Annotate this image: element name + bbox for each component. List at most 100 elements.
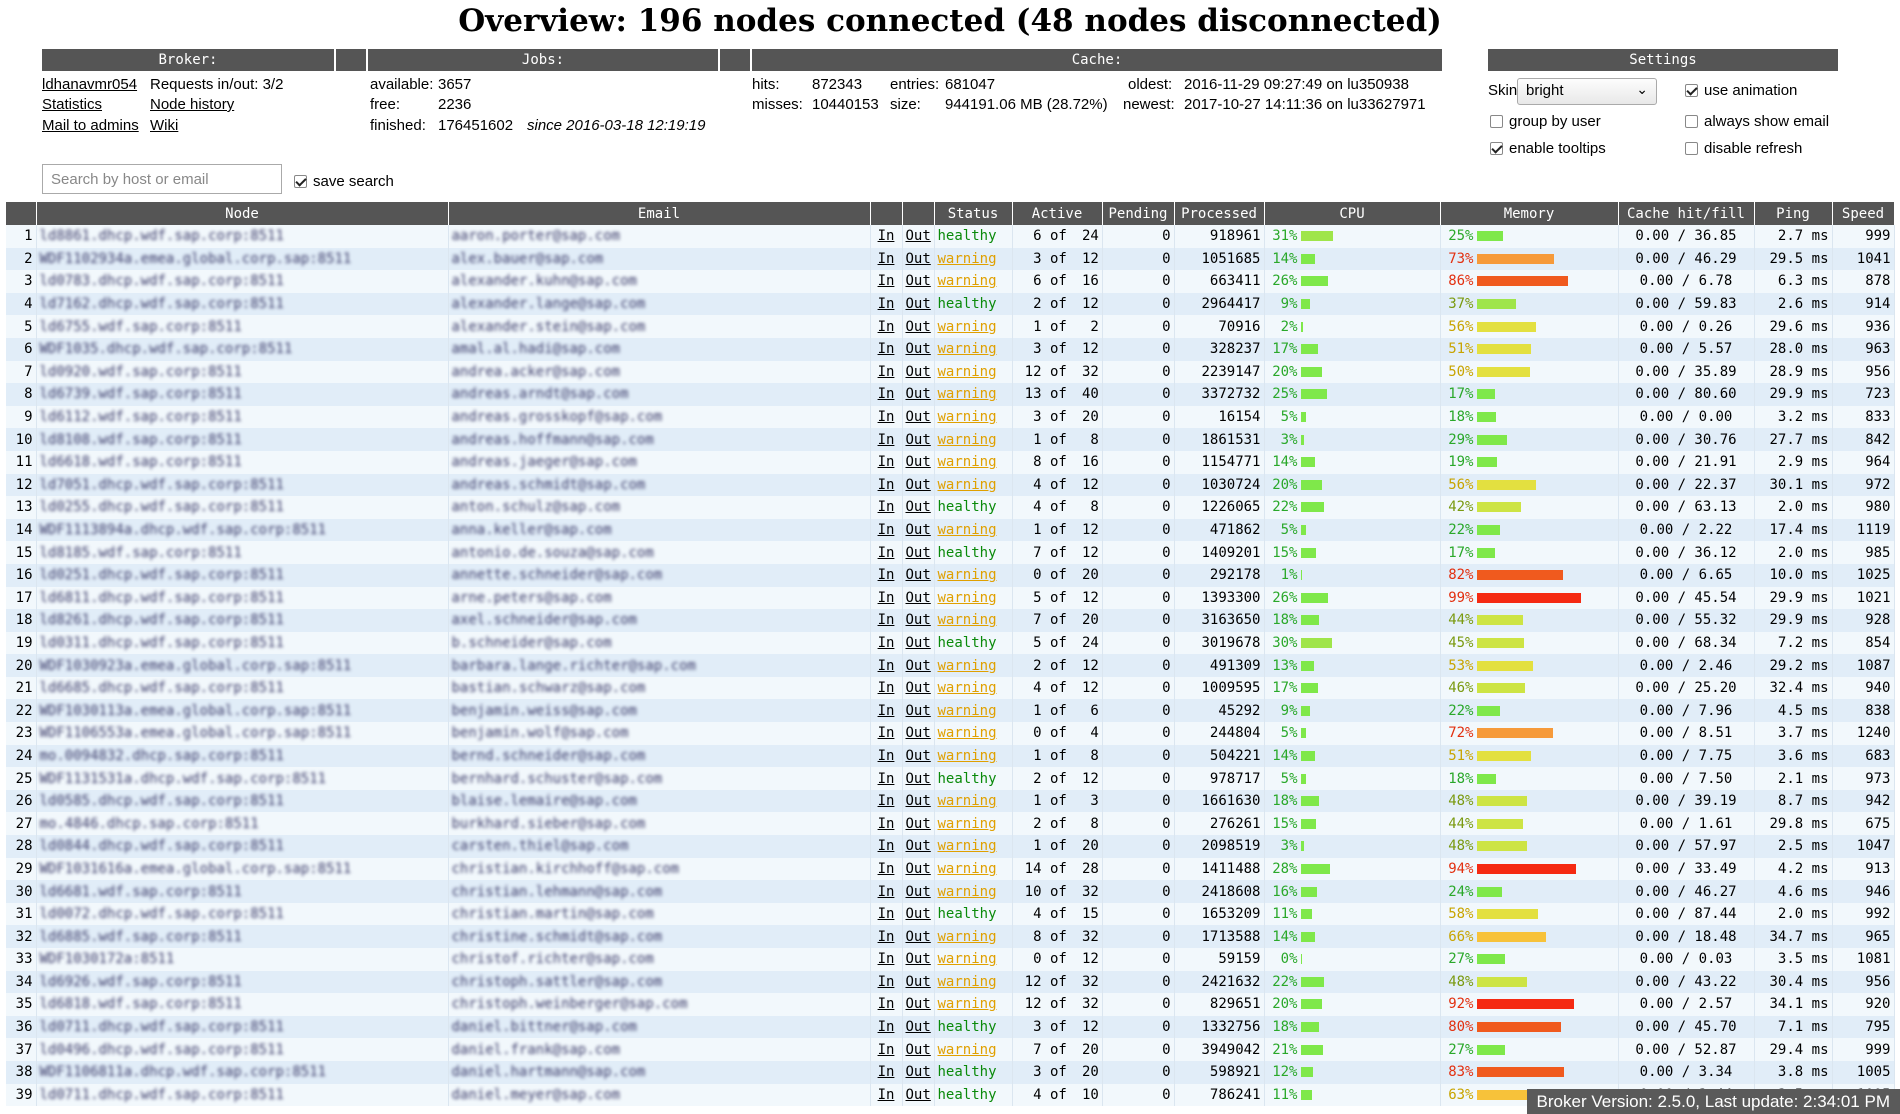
speed-column-header[interactable]: Speed — [1832, 202, 1895, 225]
in-cell[interactable]: In — [870, 993, 903, 1016]
out-link[interactable]: Out — [905, 1086, 931, 1103]
out-cell[interactable]: Out — [902, 383, 935, 406]
node-cell[interactable]: WDF1031616a.emea.global.corp.sap:8511 — [36, 857, 449, 881]
node-cell[interactable]: WDF1030113a.emea.global.corp.sap:8511 — [36, 699, 449, 723]
email-column-header[interactable]: Email — [448, 202, 871, 225]
node-host[interactable]: WDF1131531a.dhcp.wdf.sap.corp:8511 — [39, 770, 327, 787]
out-link[interactable]: Out — [905, 250, 931, 267]
status-cell[interactable]: warning — [934, 270, 1013, 293]
out-link[interactable]: Out — [905, 1064, 931, 1081]
node-email[interactable]: alexander.stein@sap.com — [451, 318, 646, 335]
node-cell[interactable]: ld6885.wdf.sap.corp:8511 — [36, 925, 449, 948]
node-email[interactable]: christof.richter@sap.com — [451, 951, 654, 968]
out-cell[interactable]: Out — [902, 857, 935, 881]
node-host[interactable]: ld0920.wdf.sap.corp:8511 — [39, 363, 242, 380]
in-cell[interactable]: In — [870, 541, 903, 564]
cache-column-header[interactable]: Cache hit/fill — [1618, 202, 1755, 225]
node-email[interactable]: arne.peters@sap.com — [451, 589, 612, 606]
email-cell[interactable]: christof.richter@sap.com — [448, 948, 871, 971]
status-cell[interactable]: warning — [934, 812, 1013, 836]
node-host[interactable]: ld6618.wdf.sap.corp:8511 — [39, 454, 242, 471]
node-email[interactable]: bernd.schneider@sap.com — [451, 747, 646, 764]
in-link[interactable]: In — [877, 409, 895, 426]
out-cell[interactable]: Out — [902, 518, 935, 542]
status-badge[interactable]: healthy — [937, 634, 997, 651]
status-cell[interactable]: warning — [934, 654, 1013, 677]
in-cell[interactable]: In — [870, 1015, 903, 1039]
node-host[interactable]: WDF1102934a.emea.global.corp.sap:8511 — [39, 250, 352, 267]
status-badge[interactable]: healthy — [937, 770, 997, 787]
node-host[interactable]: ld8185.wdf.sap.corp:8511 — [39, 544, 242, 561]
in-link[interactable]: In — [877, 996, 895, 1013]
in-cell[interactable]: In — [870, 428, 903, 451]
out-link[interactable]: Out — [905, 544, 931, 561]
status-badge[interactable]: warning — [937, 702, 997, 719]
status-cell[interactable]: warning — [934, 337, 1013, 361]
status-cell[interactable]: warning — [934, 835, 1013, 858]
in-cell[interactable]: In — [870, 722, 903, 745]
in-link[interactable]: In — [877, 1019, 895, 1036]
node-host[interactable]: mo.4846.dhcp.sap.corp:8511 — [39, 815, 259, 832]
out-cell[interactable]: Out — [902, 247, 935, 271]
node-cell[interactable]: mo.4846.dhcp.sap.corp:8511 — [36, 812, 449, 836]
node-cell[interactable]: ld7051.dhcp.wdf.sap.corp:8511 — [36, 473, 449, 497]
status-cell[interactable]: warning — [934, 609, 1013, 632]
node-email[interactable]: benjamin.weiss@sap.com — [451, 702, 637, 719]
out-cell[interactable]: Out — [902, 993, 935, 1016]
in-cell[interactable]: In — [870, 563, 903, 587]
status-cell[interactable]: warning — [934, 518, 1013, 542]
node-host[interactable]: ld0072.dhcp.wdf.sap.corp:8511 — [39, 906, 284, 923]
node-host[interactable]: ld6681.wdf.sap.corp:8511 — [39, 883, 242, 900]
node-cell[interactable]: ld0711.dhcp.wdf.sap.corp:8511 — [36, 1083, 449, 1107]
email-cell[interactable]: blaise.lemaire@sap.com — [448, 789, 871, 813]
in-cell[interactable]: In — [870, 405, 903, 429]
in-link[interactable]: In — [877, 476, 895, 493]
email-cell[interactable]: benjamin.weiss@sap.com — [448, 699, 871, 723]
node-cell[interactable]: ld6685.dhcp.wdf.sap.corp:8511 — [36, 676, 449, 700]
out-cell[interactable]: Out — [902, 270, 935, 293]
in-link[interactable]: In — [877, 951, 895, 968]
out-cell[interactable]: Out — [902, 744, 935, 768]
out-link[interactable]: Out — [905, 318, 931, 335]
status-cell[interactable]: healthy — [934, 1015, 1013, 1039]
node-cell[interactable]: ld6112.wdf.sap.corp:8511 — [36, 405, 449, 429]
status-cell[interactable]: healthy — [934, 767, 1013, 790]
node-email[interactable]: aaron.porter@sap.com — [451, 228, 621, 245]
node-cell[interactable]: WDF1131531a.dhcp.wdf.sap.corp:8511 — [36, 767, 449, 790]
status-badge[interactable]: healthy — [937, 296, 997, 313]
out-link[interactable]: Out — [905, 1019, 931, 1036]
out-link[interactable]: Out — [905, 883, 931, 900]
node-email[interactable]: alexander.lange@sap.com — [451, 296, 646, 313]
in-cell[interactable]: In — [870, 1083, 903, 1107]
out-cell[interactable]: Out — [902, 292, 935, 316]
node-email[interactable]: christian.kirchhoff@sap.com — [451, 860, 680, 877]
in-cell[interactable]: In — [870, 789, 903, 813]
in-link[interactable]: In — [877, 702, 895, 719]
node-email[interactable]: anna.keller@sap.com — [451, 522, 612, 539]
out-cell[interactable]: Out — [902, 1038, 935, 1061]
node-email[interactable]: andreas.arndt@sap.com — [451, 386, 629, 403]
node-email[interactable]: christoph.sattler@sap.com — [451, 973, 663, 990]
in-cell[interactable]: In — [870, 473, 903, 497]
node-host[interactable]: ld6685.dhcp.wdf.sap.corp:8511 — [39, 680, 284, 697]
in-cell[interactable]: In — [870, 835, 903, 858]
node-host[interactable]: ld6811.dhcp.wdf.sap.corp:8511 — [39, 589, 284, 606]
in-link[interactable]: In — [877, 386, 895, 403]
email-cell[interactable]: alexander.stein@sap.com — [448, 315, 871, 338]
status-cell[interactable]: warning — [934, 789, 1013, 813]
out-link[interactable]: Out — [905, 702, 931, 719]
email-cell[interactable]: antonio.de.souza@sap.com — [448, 541, 871, 564]
in-cell[interactable]: In — [870, 699, 903, 723]
status-cell[interactable]: warning — [934, 744, 1013, 768]
status-cell[interactable]: warning — [934, 925, 1013, 948]
out-cell[interactable]: Out — [902, 541, 935, 564]
out-cell[interactable]: Out — [902, 315, 935, 338]
out-link[interactable]: Out — [905, 906, 931, 923]
email-cell[interactable]: bernhard.schuster@sap.com — [448, 767, 871, 790]
out-cell[interactable]: Out — [902, 676, 935, 700]
group-by-user-checkbox[interactable]: group by user — [1490, 113, 1601, 130]
in-cell[interactable]: In — [870, 247, 903, 271]
in-link[interactable]: In — [877, 1086, 895, 1103]
out-cell[interactable]: Out — [902, 1060, 935, 1084]
in-link[interactable]: In — [877, 363, 895, 380]
